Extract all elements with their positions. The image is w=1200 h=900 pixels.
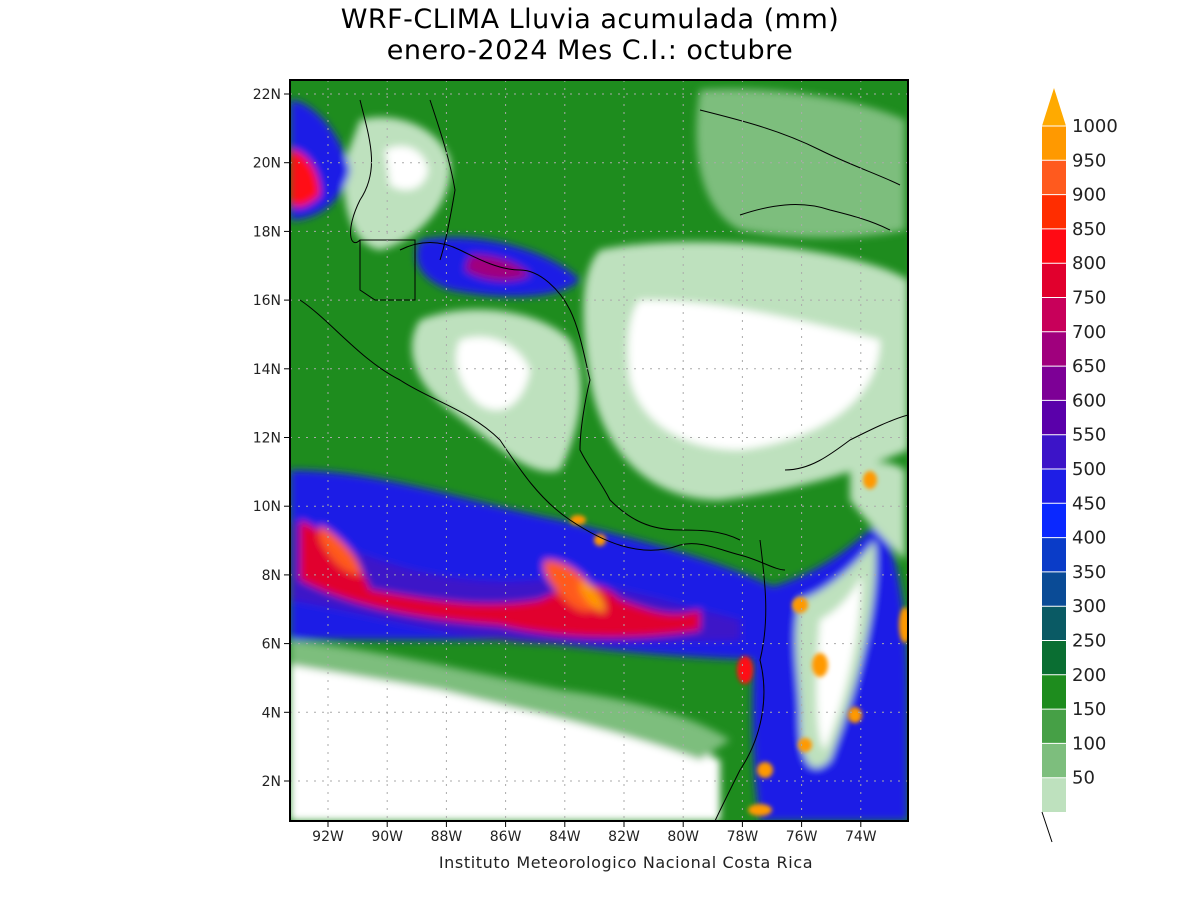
colorbar-level-label: 500 (1072, 459, 1106, 480)
cuba-light-area (696, 89, 905, 238)
colorbar-level-label: 100 (1072, 733, 1106, 754)
colorbar-level-label: 400 (1072, 528, 1106, 549)
colorbar-level-label: 50 (1072, 768, 1095, 789)
colorbar-level-label: 1000 (1072, 116, 1118, 137)
colorbar-level-label: 200 (1072, 665, 1106, 686)
lat-tick-label: 6N (262, 637, 281, 653)
colorbar-swatch (1042, 331, 1066, 367)
lon-tick-label: 82W (608, 829, 640, 845)
lat-tick-label: 22N (253, 87, 281, 103)
yucatan-dry-area (385, 146, 428, 190)
colorbar-level-label: 350 (1072, 562, 1106, 583)
colorbar-swatch (1042, 709, 1066, 744)
colorbar-level-label: 900 (1072, 185, 1106, 206)
title-line-2: enero-2024 Mes C.I.: octubre (386, 35, 794, 66)
lon-tick-label: 88W (431, 829, 463, 845)
colorbar-swatch (1042, 743, 1066, 778)
colorbar-level-label: 700 (1072, 322, 1106, 343)
lat-tick-label: 16N (253, 293, 281, 309)
colorbar-swatch (1042, 194, 1066, 229)
colorbar-swatch (1042, 297, 1066, 332)
lon-tick-label: 92W (312, 829, 344, 845)
colorbar-top-arrow (1042, 88, 1066, 126)
lat-tick-label: 4N (262, 705, 281, 721)
lon-tick-label: 78W (727, 829, 759, 845)
lon-tick-label: 74W (845, 829, 877, 845)
lat-tick-label: 10N (253, 499, 281, 515)
colorbar-level-label: 450 (1072, 493, 1106, 514)
colorbar-swatch (1042, 503, 1066, 538)
colorbar-level-label: 300 (1072, 596, 1106, 617)
caribbean-dry-area (628, 300, 880, 450)
coastlines (299, 99, 908, 821)
lat-tick-label: 18N (253, 224, 281, 240)
colorbar-swatch (1042, 228, 1066, 264)
colorbar-level-label: 650 (1072, 356, 1106, 377)
lon-tick-label: 80W (667, 829, 699, 845)
lon-tick-label: 90W (371, 829, 403, 845)
colorbar-swatch (1042, 400, 1066, 435)
colorbar-level-label: 850 (1072, 219, 1106, 240)
credit-text: Instituto Meteorologico Nacional Costa R… (438, 853, 814, 872)
colorbar-swatch (1042, 777, 1066, 812)
lon-tick-label: 76W (786, 829, 818, 845)
colorbar-level-label: 950 (1072, 150, 1106, 171)
map-frame (289, 79, 909, 822)
colorbar-level-label: 800 (1072, 253, 1106, 274)
colorbar-swatch (1042, 160, 1066, 195)
lon-axis: 92W 90W 88W 86W 84W 82W 80W 78W 76W 74W (312, 821, 877, 845)
lat-tick-label: 14N (253, 362, 281, 378)
colorbar-level-label: 550 (1072, 425, 1106, 446)
centralamerica-dry-area (456, 336, 530, 411)
colorbar-level-label: 250 (1072, 631, 1106, 652)
precip-field (290, 80, 908, 821)
lat-tick-label: 8N (262, 568, 281, 584)
colorbar-swatch (1042, 366, 1066, 401)
south-pacific-dry-area (290, 660, 720, 821)
colorbar-swatch (1042, 571, 1066, 607)
rain-hotspots (570, 471, 908, 816)
lat-tick-label: 2N (262, 774, 281, 790)
colorbar-swatch (1042, 263, 1066, 298)
colorbar-swatch (1042, 674, 1066, 710)
colorbar-bottom-end (1041, 811, 1053, 843)
colorbar-level-label: 150 (1072, 699, 1106, 720)
colorbar-swatch (1042, 434, 1066, 469)
grid-lines (290, 80, 908, 821)
chart-title: WRF-CLIMA Lluvia acumulada (mm) enero-20… (290, 4, 890, 66)
lat-tick-label: 20N (253, 156, 281, 172)
colorbar-swatch (1042, 537, 1066, 572)
colorbar-swatch (1042, 469, 1066, 504)
colorbar-swatch (1042, 126, 1066, 161)
colorbar-level-label: 750 (1072, 288, 1106, 309)
colorbar-swatch (1042, 606, 1066, 641)
lat-axis: 22N 20N 18N 16N 14N 12N 10N 8N 6N 4N 2N (253, 87, 290, 790)
lon-tick-label: 86W (490, 829, 522, 845)
colorbar-swatch (1042, 640, 1066, 675)
colorbar-level-label: 600 (1072, 390, 1106, 411)
title-line-1: WRF-CLIMA Lluvia acumulada (mm) (340, 4, 840, 35)
lat-tick-label: 12N (253, 431, 281, 447)
lon-tick-label: 84W (549, 829, 581, 845)
